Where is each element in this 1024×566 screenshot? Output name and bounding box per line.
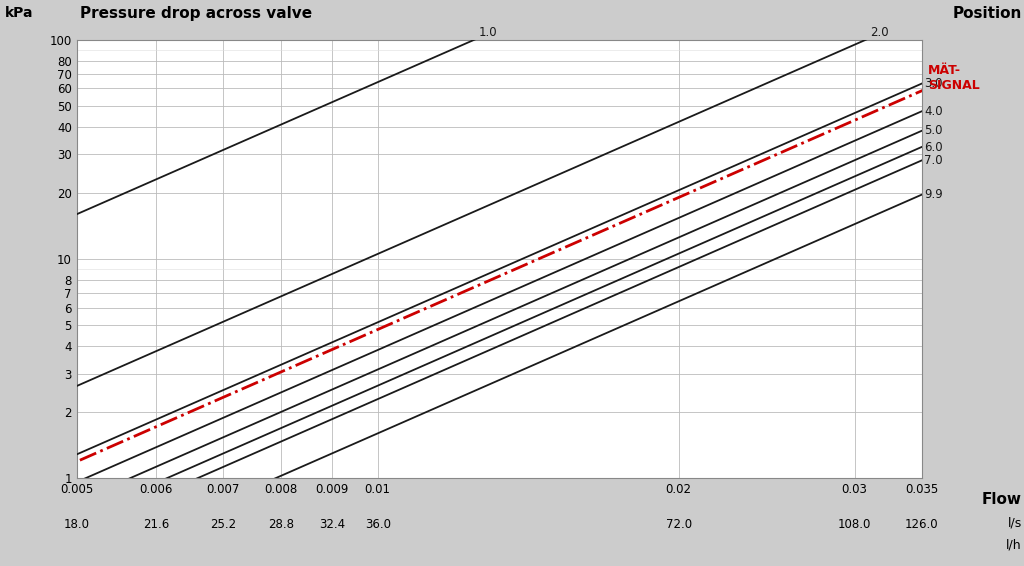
Text: 108.0: 108.0 xyxy=(838,518,871,531)
Text: Flow: Flow xyxy=(982,492,1022,508)
Text: 126.0: 126.0 xyxy=(905,518,938,531)
Text: 4.0: 4.0 xyxy=(925,105,943,118)
Text: 6.0: 6.0 xyxy=(925,140,943,153)
Text: 72.0: 72.0 xyxy=(666,518,691,531)
Text: 7.0: 7.0 xyxy=(925,154,943,167)
Text: 5.0: 5.0 xyxy=(925,125,943,138)
Text: l/h: l/h xyxy=(1007,539,1022,552)
Text: MÄT-
SIGNAL: MÄT- SIGNAL xyxy=(928,63,980,92)
Text: 18.0: 18.0 xyxy=(63,518,90,531)
Text: Position: Position xyxy=(952,6,1022,21)
Text: 21.6: 21.6 xyxy=(142,518,169,531)
Text: Pressure drop across valve: Pressure drop across valve xyxy=(80,6,312,21)
Text: 28.8: 28.8 xyxy=(268,518,294,531)
Text: 36.0: 36.0 xyxy=(365,518,391,531)
Text: 2.0: 2.0 xyxy=(870,26,889,39)
Text: 25.2: 25.2 xyxy=(210,518,236,531)
Text: 3.0: 3.0 xyxy=(925,77,943,90)
Text: kPa: kPa xyxy=(5,6,34,20)
Text: 9.9: 9.9 xyxy=(925,188,943,201)
Text: 32.4: 32.4 xyxy=(318,518,345,531)
Text: l/s: l/s xyxy=(1008,516,1022,529)
Text: 1.0: 1.0 xyxy=(479,26,498,39)
